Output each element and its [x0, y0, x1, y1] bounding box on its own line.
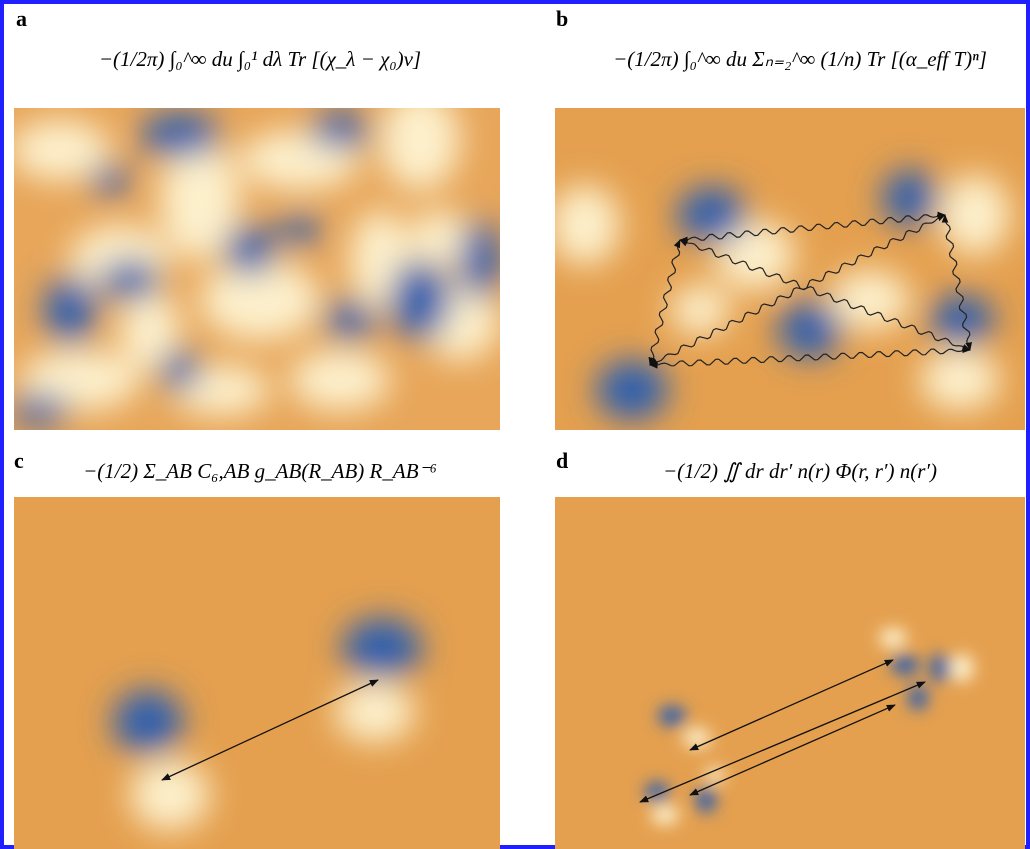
figure: a −(1/2π) ∫₀^∞ du ∫₀¹ dλ Tr [(χ_λ − χ₀)v… [0, 0, 1030, 849]
blob [908, 686, 928, 710]
panel-b-image [550, 108, 1025, 430]
blob [45, 275, 95, 345]
blob [290, 350, 390, 410]
blob [10, 395, 70, 425]
blob [335, 682, 415, 742]
panel-label: d [556, 448, 568, 473]
blob [380, 90, 460, 190]
blob [658, 706, 686, 726]
formula: −(1/2π) ∫₀^∞ du Σₙ₌₂^∞ (1/n) Tr [(α_eff … [613, 47, 987, 72]
blob [460, 220, 500, 300]
blob [683, 728, 711, 748]
blob [140, 113, 220, 157]
blob [950, 654, 974, 682]
blob [550, 185, 620, 265]
blob [325, 300, 375, 340]
blob [891, 655, 919, 675]
blob [940, 175, 1010, 255]
blob [113, 690, 183, 754]
panel-d-image [555, 497, 1025, 849]
blob [342, 618, 422, 678]
blob [778, 302, 842, 358]
blob [651, 805, 679, 825]
blob [670, 285, 730, 335]
blob [390, 260, 450, 340]
panel-label: a [16, 6, 27, 31]
blob [160, 350, 200, 390]
panel-a-image [10, 90, 500, 430]
blob [930, 654, 950, 682]
blob [596, 360, 668, 420]
blob [310, 112, 370, 148]
page: a −(1/2π) ∫₀^∞ du ∫₀¹ dλ Tr [(χ_λ − χ₀)v… [0, 0, 1030, 849]
blob [879, 628, 907, 648]
blob [90, 165, 130, 195]
blob [100, 260, 160, 300]
panel-c-image [14, 497, 500, 849]
panel-label: b [556, 6, 568, 31]
blob [130, 760, 210, 830]
panel-label: c [14, 448, 24, 473]
blob [225, 225, 275, 275]
formula: −(1/2π) ∫₀^∞ du ∫₀¹ dλ Tr [(χ_λ − χ₀)v] [99, 47, 421, 72]
formula: −(1/2) Σ_AB C₆,AB g_AB(R_AB) R_AB⁻⁶ [83, 459, 437, 483]
blob [920, 350, 1000, 410]
blob [280, 215, 320, 245]
formula: −(1/2) ∬ dr dr′ n(r) Φ(r, r′) n(r′) [663, 459, 937, 483]
